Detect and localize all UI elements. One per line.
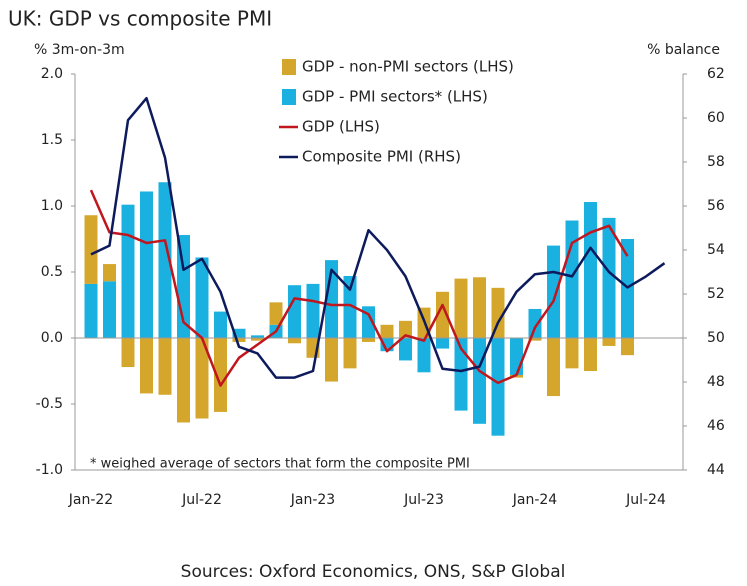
bar <box>436 291 449 338</box>
bar <box>84 215 98 284</box>
annotation: * weighed average of sectors that form t… <box>90 457 470 472</box>
bar <box>269 302 283 325</box>
bar <box>251 335 264 338</box>
x-tick-label: Jan-23 <box>290 492 335 508</box>
bar <box>343 275 357 338</box>
x-tick-label: Jul-24 <box>625 492 666 508</box>
bar <box>288 338 301 344</box>
y-tick-label: -1.0 <box>36 462 63 478</box>
bar <box>584 338 597 371</box>
bar <box>436 338 449 349</box>
y2-tick-label: 60 <box>707 110 725 126</box>
bar <box>103 281 116 338</box>
bar <box>584 202 597 338</box>
line <box>89 189 629 387</box>
source: Sources: Oxford Economics, ONS, S&P Glob… <box>181 562 566 582</box>
bar <box>121 204 135 338</box>
bar <box>454 338 468 411</box>
legend-label: GDP - PMI sectors* (LHS) <box>302 88 488 106</box>
y2-tick-label: 50 <box>707 330 725 346</box>
bar <box>232 338 246 342</box>
bar <box>473 277 486 338</box>
bar <box>621 338 634 356</box>
bar <box>177 338 190 423</box>
bar <box>121 338 135 368</box>
bar <box>306 283 320 338</box>
x-tick-label: Jul-22 <box>181 492 222 508</box>
bar <box>399 320 412 338</box>
y-tick-label: 1.5 <box>41 132 63 148</box>
bar <box>380 324 394 338</box>
y-tick-label: 0.0 <box>41 330 63 346</box>
legend-swatch <box>282 89 296 105</box>
bar <box>103 264 116 282</box>
legend-label: GDP - non-PMI sectors (LHS) <box>302 58 514 76</box>
y2-tick-label: 46 <box>707 418 725 434</box>
bar <box>602 217 616 338</box>
bar <box>454 278 468 338</box>
y2-tick-label: 58 <box>707 154 725 170</box>
bar <box>288 285 301 338</box>
bar <box>491 287 505 338</box>
bar <box>473 338 486 424</box>
bar <box>214 311 227 338</box>
y-tick-label: -0.5 <box>36 396 63 412</box>
bar <box>214 338 227 412</box>
bar <box>251 338 264 341</box>
bar <box>399 338 412 361</box>
y2-axis-label: % balance <box>647 42 720 58</box>
bar <box>602 338 616 346</box>
bar <box>84 283 98 338</box>
bar <box>195 338 209 419</box>
bar <box>510 338 523 375</box>
bar <box>491 338 505 436</box>
y2-tick-label: 62 <box>707 66 725 82</box>
y-axis-label: % 3m-on-3m <box>34 42 125 58</box>
y-tick-label: 0.5 <box>41 264 63 280</box>
x-tick-label: Jan-24 <box>512 492 558 508</box>
legend-swatch <box>282 59 296 75</box>
bar <box>140 191 153 338</box>
bar <box>528 338 542 341</box>
y-tick-label: 2.0 <box>41 66 63 82</box>
x-tick-label: Jan-22 <box>68 492 113 508</box>
bar <box>547 338 560 397</box>
bar <box>362 338 375 342</box>
bar <box>232 328 246 338</box>
y2-tick-label: 54 <box>707 242 725 258</box>
chart-title: UK: GDP vs composite PMI <box>8 7 272 31</box>
bar <box>325 338 338 382</box>
y2-tick-label: 56 <box>707 198 725 214</box>
x-tick-label: Jul-23 <box>403 492 444 508</box>
bar <box>158 182 172 338</box>
y2-tick-label: 48 <box>707 374 725 390</box>
bar <box>325 260 338 338</box>
y-tick-label: 1.0 <box>41 198 63 214</box>
bar <box>362 306 375 338</box>
bar <box>565 338 579 369</box>
bar <box>565 220 579 338</box>
bar <box>140 338 153 394</box>
bar <box>158 338 172 395</box>
bar <box>343 338 357 369</box>
bar <box>417 338 431 373</box>
legend-label: GDP (LHS) <box>302 118 380 136</box>
y2-tick-label: 52 <box>707 286 725 302</box>
line <box>90 96 666 379</box>
y2-tick-label: 44 <box>707 462 725 478</box>
legend-label: Composite PMI (RHS) <box>302 148 461 166</box>
bar <box>195 257 209 338</box>
bar <box>528 308 542 338</box>
bar <box>547 245 560 338</box>
